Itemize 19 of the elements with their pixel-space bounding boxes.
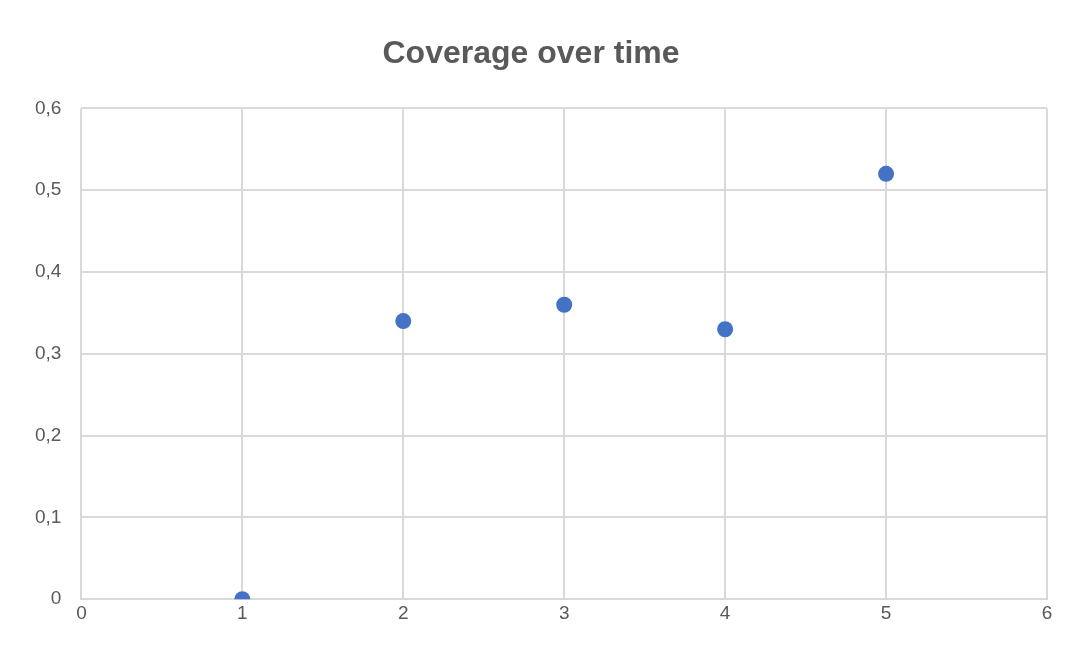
y-tick-label: 0,4 bbox=[34, 260, 62, 282]
point bbox=[878, 165, 895, 182]
point bbox=[395, 313, 412, 330]
x-tick-label: 1 bbox=[237, 601, 248, 623]
x-tick-label: 2 bbox=[397, 601, 409, 623]
point bbox=[556, 296, 573, 313]
y-tick-label: 0 bbox=[50, 587, 62, 609]
y-tick-label: 0,3 bbox=[34, 342, 62, 364]
chart-title: Coverage over time bbox=[382, 34, 680, 71]
y-tick-label: 0,2 bbox=[34, 423, 62, 445]
y-tick-label: 0,6 bbox=[34, 96, 62, 118]
point bbox=[717, 321, 734, 338]
x-tick-label: 5 bbox=[880, 601, 892, 623]
x-tick-label: 6 bbox=[1041, 601, 1053, 623]
x-tick-label: 0 bbox=[76, 601, 87, 623]
y-tick-label: 0,5 bbox=[34, 178, 62, 200]
x-tick-label: 3 bbox=[558, 601, 570, 623]
x-tick-label: 4 bbox=[719, 601, 731, 623]
y-tick-label: 0,1 bbox=[34, 505, 62, 527]
